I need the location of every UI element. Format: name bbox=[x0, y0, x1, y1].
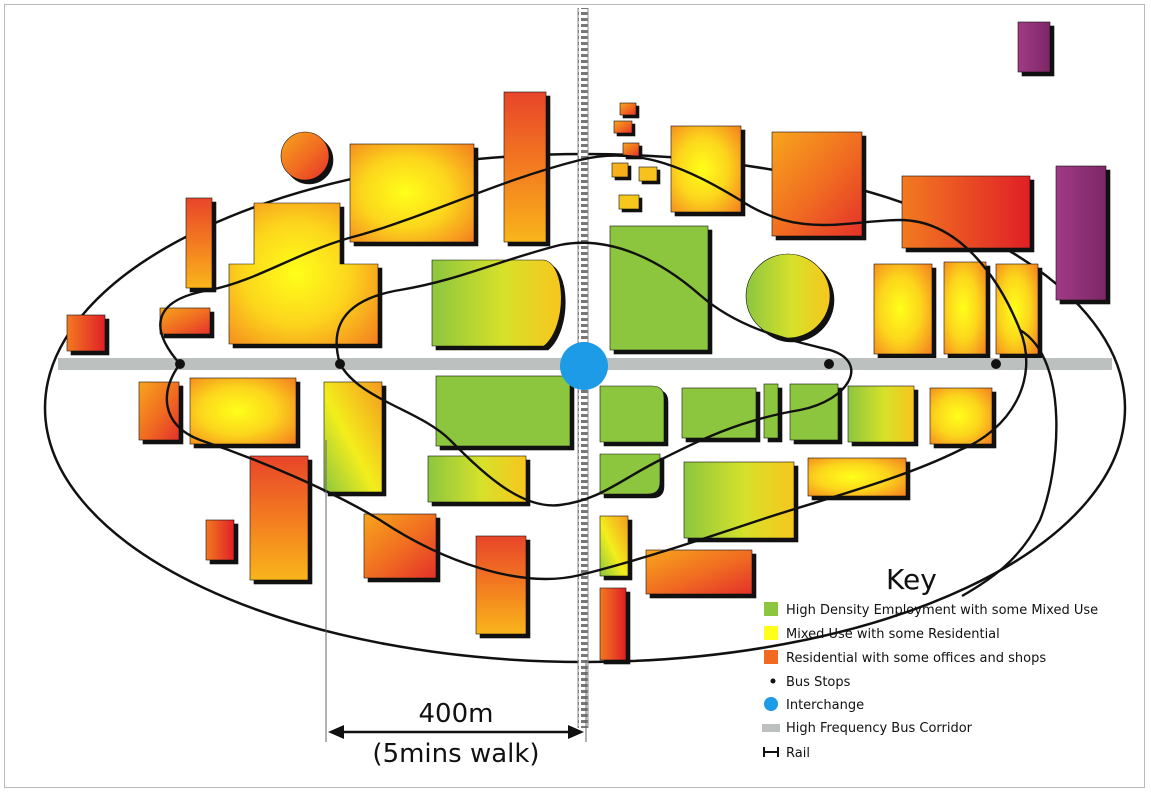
key-label-rail: Rail bbox=[786, 746, 810, 761]
key-label-bus-stops: Bus Stops bbox=[786, 675, 851, 690]
distance-marker: 400m (5mins walk) bbox=[325, 440, 587, 769]
building-residential bbox=[66, 314, 110, 356]
key-title: Key bbox=[886, 563, 937, 596]
building-residential bbox=[475, 535, 531, 639]
building-mixed bbox=[873, 263, 937, 359]
bus-route-tail bbox=[961, 328, 1058, 598]
bus-stop bbox=[335, 359, 345, 369]
key-label-residential: Residential with some offices and shops bbox=[786, 651, 1046, 666]
building-employment bbox=[435, 375, 575, 451]
building-landmark bbox=[1055, 165, 1111, 305]
building-mixed bbox=[599, 515, 633, 581]
bus-stop bbox=[175, 359, 185, 369]
key-swatch-employment bbox=[764, 602, 778, 616]
building-mixed bbox=[427, 455, 531, 507]
key-label-employment: High Density Employment with some Mixed … bbox=[786, 603, 1098, 618]
building-residential bbox=[503, 91, 551, 247]
building-residential bbox=[205, 519, 239, 565]
building-mixed bbox=[929, 387, 997, 449]
key-label-mixed: Mixed Use with some Residential bbox=[786, 627, 1000, 642]
building-mixed bbox=[847, 385, 919, 447]
building-residential bbox=[185, 197, 217, 293]
building-residential bbox=[349, 143, 479, 247]
key-label-bus-corridor: High Frequency Bus Corridor bbox=[786, 721, 973, 736]
building-mixed bbox=[228, 202, 383, 349]
key-symbol-bus-corridor bbox=[762, 724, 780, 732]
key-symbol-interchange bbox=[764, 697, 778, 711]
key-symbol-rail bbox=[763, 747, 779, 757]
building-mixed bbox=[807, 457, 911, 501]
building-residential-round bbox=[280, 131, 334, 185]
building-small bbox=[638, 166, 661, 185]
bus-stop bbox=[824, 359, 834, 369]
building-mixed bbox=[683, 461, 799, 543]
key-swatch-mixed bbox=[764, 626, 778, 640]
building-mixed bbox=[995, 263, 1043, 359]
buildings bbox=[66, 21, 1111, 665]
building-employment-round bbox=[745, 253, 835, 343]
bus-stops bbox=[175, 359, 1001, 369]
building-employment bbox=[431, 259, 566, 351]
building-mixed bbox=[943, 261, 991, 359]
building-residential bbox=[138, 381, 184, 445]
interchange-node bbox=[560, 342, 608, 390]
building-residential bbox=[159, 307, 215, 339]
bus-route-inner bbox=[335, 241, 853, 507]
diagram-frame bbox=[4, 4, 1145, 788]
building-mixed bbox=[323, 381, 387, 497]
building-employment bbox=[609, 225, 713, 355]
building-small bbox=[613, 120, 636, 137]
key-swatch-residential bbox=[764, 650, 778, 664]
building-residential bbox=[645, 549, 757, 599]
building-mixed bbox=[189, 377, 301, 449]
key-label-interchange: Interchange bbox=[786, 698, 864, 713]
building-landmark bbox=[1017, 21, 1055, 77]
building-employment bbox=[789, 383, 843, 445]
distance-label: 400m bbox=[419, 699, 494, 729]
building-small bbox=[619, 102, 640, 119]
building-small bbox=[611, 162, 632, 181]
building-small bbox=[618, 194, 643, 213]
building-employment bbox=[599, 385, 669, 447]
building-employment bbox=[681, 387, 761, 443]
bus-stop bbox=[991, 359, 1001, 369]
building-residential bbox=[249, 455, 313, 585]
distance-sublabel: (5mins walk) bbox=[372, 739, 539, 769]
building-employment bbox=[599, 453, 665, 499]
building-residential bbox=[901, 175, 1035, 253]
key-symbol-bus-stop bbox=[770, 678, 776, 684]
key: Key High Density Employment with some Mi… bbox=[762, 563, 1098, 761]
building-residential bbox=[599, 587, 631, 665]
